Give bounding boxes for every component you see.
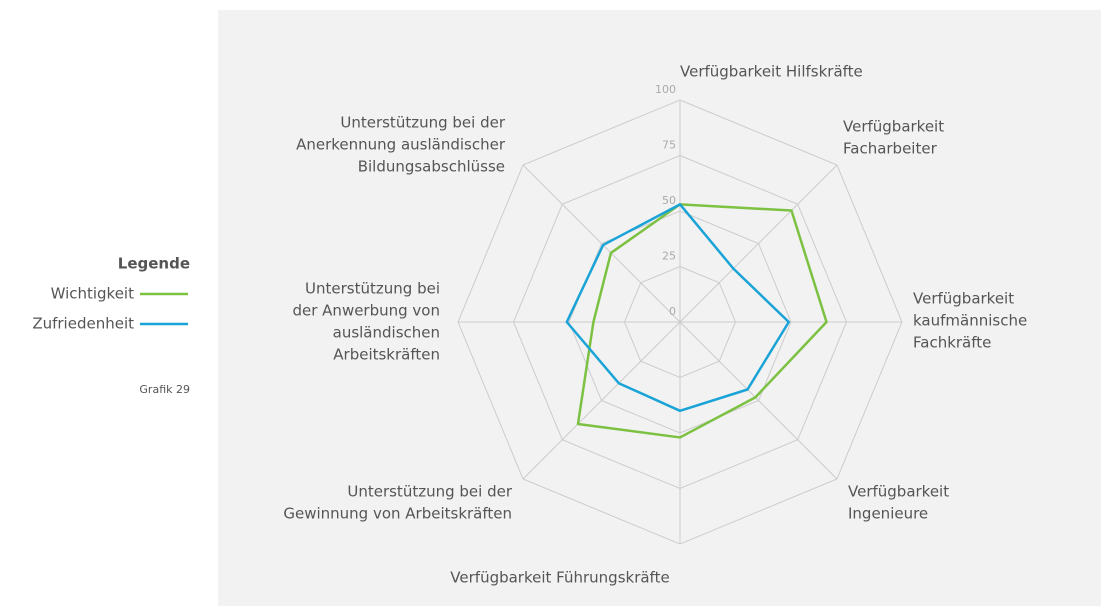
spoke bbox=[679, 321, 838, 480]
spoke bbox=[522, 164, 681, 323]
plot-background bbox=[218, 10, 1101, 606]
r-tick-label: 0 bbox=[669, 305, 676, 318]
category-label: Bildungsabschlüsse bbox=[358, 158, 505, 176]
category-label: ausländischen bbox=[333, 324, 440, 342]
spoke bbox=[679, 164, 838, 323]
category-label: der Anwerbung von bbox=[292, 302, 440, 320]
r-tick-label: 75 bbox=[662, 139, 676, 152]
category-label: Facharbeiter bbox=[843, 140, 938, 158]
category-label: Verfügbarkeit bbox=[848, 483, 949, 501]
category-label: Fachkräfte bbox=[913, 334, 991, 352]
category-label: Arbeitskräften bbox=[333, 346, 440, 364]
legend-title: Legende bbox=[118, 255, 190, 273]
r-tick-label: 25 bbox=[662, 250, 676, 263]
r-tick-label: 50 bbox=[662, 194, 676, 207]
legend-label: Wichtigkeit bbox=[51, 285, 135, 303]
spoke bbox=[522, 321, 681, 480]
category-label: Verfügbarkeit Hilfskräfte bbox=[680, 63, 863, 81]
category-label: Unterstützung bei der bbox=[340, 114, 505, 132]
category-label: Gewinnung von Arbeitskräften bbox=[283, 505, 512, 523]
category-label: Verfügbarkeit Führungskräfte bbox=[450, 569, 669, 587]
series-line bbox=[576, 203, 828, 439]
category-label: kaufmännische bbox=[913, 312, 1027, 330]
legend-label: Zufriedenheit bbox=[32, 315, 134, 333]
category-label: Anerkennung ausländischer bbox=[296, 136, 506, 154]
category-label: Unterstützung bei bbox=[305, 280, 440, 298]
series-line bbox=[565, 203, 791, 413]
category-label: Unterstützung bei der bbox=[347, 483, 512, 501]
r-tick-label: 100 bbox=[655, 83, 676, 96]
category-label: Verfügbarkeit bbox=[843, 118, 944, 136]
category-label: Verfügbarkeit bbox=[913, 290, 1014, 308]
category-label: Ingenieure bbox=[848, 505, 928, 523]
note: Grafik 29 bbox=[139, 383, 190, 396]
